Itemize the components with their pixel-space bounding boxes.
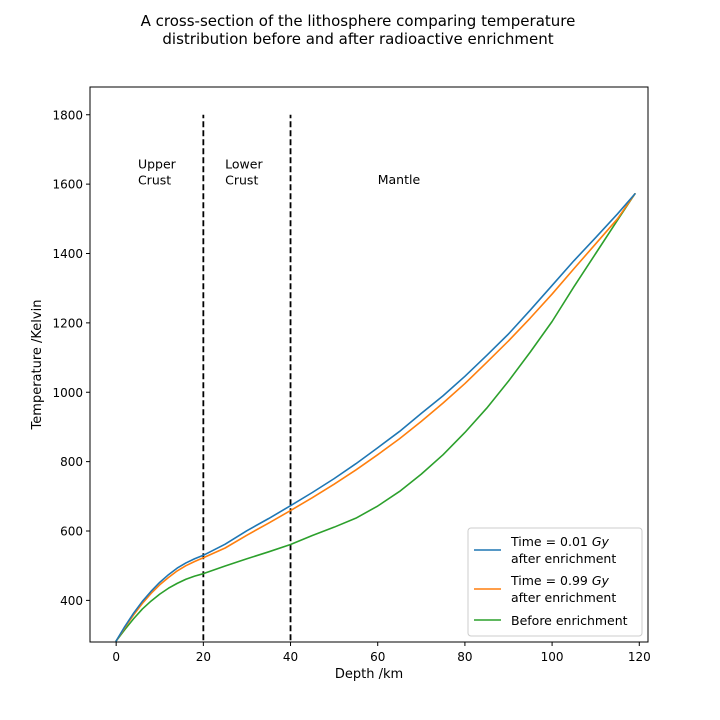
y-tick-label: 400 bbox=[60, 594, 83, 608]
legend-box bbox=[467, 527, 643, 637]
region-label: Upper bbox=[138, 157, 177, 172]
series-line-2 bbox=[115, 193, 636, 642]
x-tick-label: 20 bbox=[196, 650, 211, 664]
axes-frame bbox=[89, 86, 649, 643]
y-tick-label: 600 bbox=[60, 525, 83, 539]
y-tick-label: 1000 bbox=[52, 386, 83, 400]
x-axis: 0 20 40 60 80 100 120 bbox=[112, 642, 651, 664]
legend-label: Time = 0.99 Gy bbox=[510, 573, 610, 588]
y-tick-label: 1800 bbox=[52, 108, 83, 122]
x-tick-label: 80 bbox=[457, 650, 472, 664]
x-tick-label: 0 bbox=[112, 650, 120, 664]
legend: Time = 0.01 Gy after enrichment Time = 0.9… bbox=[467, 527, 643, 637]
x-tick-label: 60 bbox=[370, 650, 385, 664]
x-tick-label: 40 bbox=[283, 650, 298, 664]
region-label: Lower bbox=[225, 157, 263, 172]
y-tick-label: 1400 bbox=[52, 247, 83, 261]
series-line-1 bbox=[115, 193, 636, 642]
legend-label: Time = 0.01 Gy bbox=[510, 534, 610, 549]
region-label: Crust bbox=[138, 173, 171, 188]
y-tick-label: 1200 bbox=[52, 316, 83, 330]
x-tick-label: 100 bbox=[541, 650, 564, 664]
chart-title: A cross-section of the lithosphere compa… bbox=[141, 12, 576, 48]
y-axis-label: Temperature /Kelvin bbox=[30, 300, 45, 431]
y-tick-label: 1600 bbox=[52, 178, 83, 192]
legend-label: after enrichment bbox=[511, 551, 616, 566]
y-tick-label: 800 bbox=[60, 455, 83, 469]
region-label: Crust bbox=[225, 173, 258, 188]
legend-label: Before enrichment bbox=[511, 613, 628, 628]
chart-title-line: distribution before and after radioactiv… bbox=[162, 30, 553, 48]
x-tick-label: 120 bbox=[628, 650, 651, 664]
y-axis: 400 600 800 1000 1200 1400 1600 1800 bbox=[52, 108, 90, 608]
legend-label: after enrichment bbox=[511, 590, 616, 605]
series-line-0 bbox=[115, 193, 636, 642]
chart-title-line: A cross-section of the lithosphere compa… bbox=[141, 12, 576, 30]
region-label: Mantle bbox=[378, 172, 421, 187]
x-axis-label: Depth /km bbox=[335, 667, 403, 682]
